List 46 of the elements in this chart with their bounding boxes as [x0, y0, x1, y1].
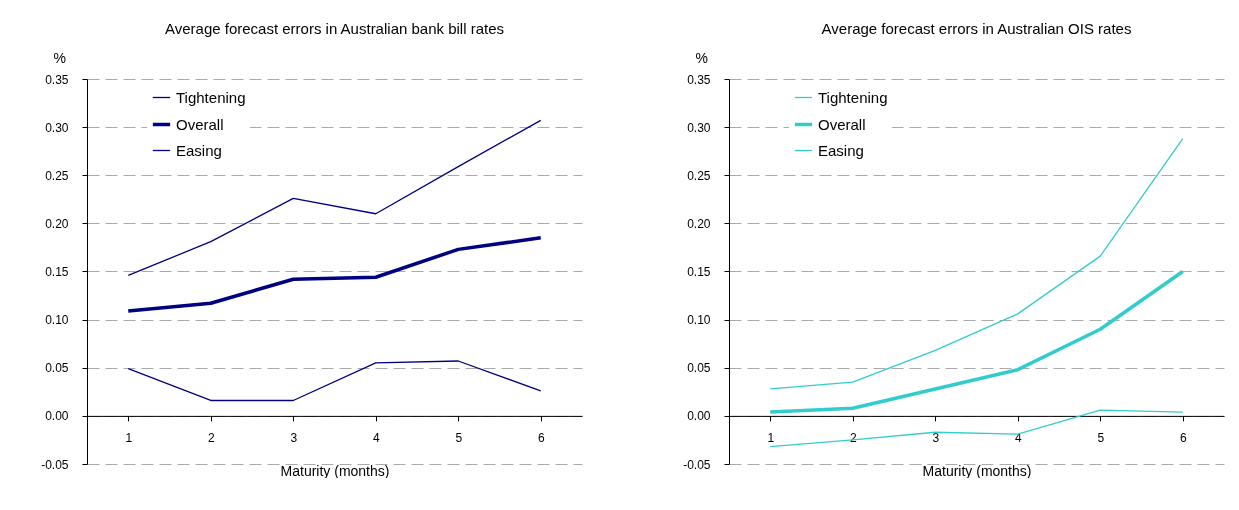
legend-label: Easing — [176, 141, 222, 159]
legend-label: Tightening — [818, 88, 888, 106]
y-tick-label: 0.15 — [45, 265, 69, 279]
legend-label: Overall — [818, 115, 866, 133]
line-series — [769, 409, 1184, 448]
y-tick-label: 0.20 — [45, 216, 69, 231]
chart-title: Average forecast errors in Australian OIS rates — [821, 20, 1132, 37]
y-tick-label: 0.10 — [687, 313, 711, 328]
x-tick-label: 1 — [767, 431, 775, 446]
y-tick-label: 0.30 — [687, 120, 711, 135]
legend-label: Tightening — [176, 88, 246, 106]
y-tick-label: 0.35 — [45, 72, 69, 87]
y-tick-label: 0.25 — [45, 168, 69, 183]
y-tick-label: 0.10 — [45, 313, 69, 328]
x-tick-label: 4 — [372, 431, 380, 446]
y-axis-title: % — [695, 49, 708, 66]
y-tick-label: 0.30 — [45, 120, 69, 135]
x-axis-title: Maturity (months) — [280, 462, 390, 479]
y-tick-label: 0.25 — [687, 168, 711, 183]
x-tick-label: 1 — [125, 431, 133, 446]
x-tick-label: 3 — [932, 431, 940, 446]
y-tick-label: 0.00 — [687, 409, 711, 424]
line-series — [127, 119, 542, 276]
line-series — [769, 138, 1184, 390]
y-axis-title: % — [53, 49, 66, 66]
y-tick-label: -0.05 — [41, 457, 69, 472]
y-tick-label: 0.15 — [687, 265, 711, 279]
line-series — [126, 236, 543, 313]
x-tick-label: 3 — [290, 431, 298, 446]
x-tick-label: 5 — [1097, 431, 1105, 446]
line-series — [768, 269, 1185, 414]
line-series — [127, 360, 542, 402]
x-tick-label: 2 — [207, 431, 215, 446]
legend-label: Easing — [818, 141, 864, 159]
y-tick-label: 0.05 — [687, 361, 711, 376]
y-tick-label: 0.05 — [45, 361, 69, 376]
x-tick-label: 6 — [537, 431, 545, 446]
y-tick-label: 0.20 — [687, 216, 711, 231]
x-tick-label: 5 — [455, 431, 463, 446]
y-tick-label: -0.05 — [683, 457, 711, 472]
legend-label: Overall — [176, 115, 224, 133]
y-tick-label: 0.00 — [45, 409, 69, 424]
x-axis-title: Maturity (months) — [922, 462, 1032, 479]
y-tick-label: 0.35 — [687, 72, 711, 87]
x-tick-label: 6 — [1179, 431, 1187, 446]
chart-title: Average forecast errors in Australian bank bill rates — [164, 20, 505, 37]
